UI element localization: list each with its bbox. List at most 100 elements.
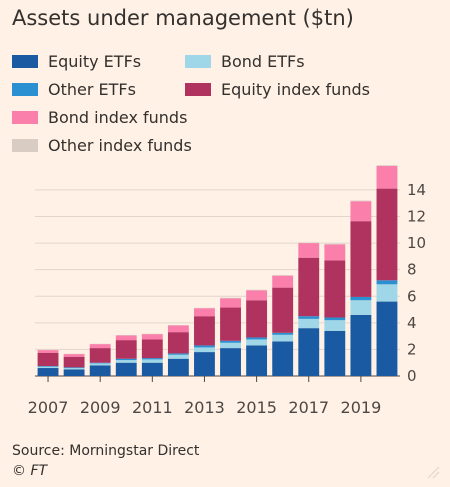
bar-segment-bond-index-funds (141, 334, 163, 340)
bar-segment-equity-index-funds (194, 316, 215, 346)
legend-label: Other index funds (48, 136, 192, 155)
bar-segment-equity-index-funds (376, 188, 398, 281)
y-tick-label: 0 (407, 367, 417, 385)
bar-segment-equity-index-funds (115, 340, 137, 359)
bar-segment-bond-index-funds (376, 166, 398, 189)
bar-segment-equity-index-funds (37, 352, 59, 367)
bar-segment-bond-index-funds (89, 344, 111, 349)
bar-segment-bond-etfs (115, 360, 137, 363)
legend-item-equity-etfs: Equity ETFs (12, 52, 141, 71)
bar-segment-other-etfs (194, 345, 215, 348)
bar-segment-bond-etfs (167, 354, 189, 359)
bar-segment-bond-index-funds (350, 201, 372, 222)
legend-swatch-other-index-funds (12, 139, 38, 152)
bar-segment-other-etfs (324, 317, 346, 321)
bar-segment-equity-etfs (220, 348, 241, 376)
legend-swatch-bond-etfs (185, 55, 211, 68)
bar-segment-other-etfs (141, 358, 163, 360)
bar-segment-bond-index-funds (272, 275, 294, 288)
bar-segment-bond-index-funds (167, 325, 189, 333)
bar-segment-bond-etfs (37, 366, 59, 369)
bar-segment-equity-index-funds (63, 356, 85, 368)
bar-segment-equity-etfs (376, 301, 398, 376)
x-tick-label: 2007 (28, 398, 69, 417)
bar-segment-other-index-funds (272, 275, 294, 276)
bar-segment-other-etfs (37, 366, 59, 367)
bar-segment-equity-index-funds (272, 287, 294, 333)
bar-segment-other-etfs (63, 367, 85, 369)
legend-label: Equity ETFs (48, 52, 142, 71)
y-tick-label: 10 (407, 234, 426, 252)
x-tick-label: 2013 (184, 398, 225, 417)
bar-segment-equity-index-funds (350, 221, 372, 297)
bar-segment-equity-etfs (324, 330, 346, 376)
legend-label: Bond ETFs (221, 52, 305, 71)
bar-segment-other-index-funds (350, 200, 372, 202)
bar-segment-other-index-funds (324, 243, 346, 245)
bar-segment-other-etfs (220, 340, 241, 343)
bar-segment-equity-index-funds (220, 307, 241, 341)
bar-segment-other-index-funds (220, 297, 241, 299)
bar-segment-equity-etfs (89, 365, 111, 376)
bar-segment-other-etfs (376, 280, 398, 285)
y-tick-label: 14 (407, 181, 426, 199)
legend-swatch-other-etfs (12, 83, 38, 96)
bar-segment-equity-index-funds (246, 300, 268, 338)
bar-segment-equity-index-funds (89, 348, 111, 363)
y-tick-label: 6 (407, 287, 417, 305)
bar-segment-equity-etfs (167, 358, 189, 376)
bar-segment-bond-index-funds (63, 354, 85, 357)
x-tick-label: 2011 (132, 398, 173, 417)
bar-segment-bond-etfs (272, 334, 294, 342)
bar-segment-other-etfs (167, 353, 189, 355)
legend-label: Equity index funds (221, 80, 370, 99)
ft-credit: © FT (12, 463, 48, 479)
legend-item-bond-index-funds: Bond index funds (12, 108, 187, 127)
bar-segment-bond-etfs (63, 368, 85, 370)
bar-segment-bond-etfs (220, 342, 241, 349)
bar-segment-bond-index-funds (37, 350, 59, 353)
bar-segment-bond-etfs (89, 363, 111, 366)
bar-segment-bond-index-funds (115, 335, 137, 341)
y-tick-label: 8 (407, 261, 417, 279)
x-tick-label: 2017 (288, 398, 329, 417)
y-tick-label: 12 (407, 208, 426, 226)
bar-segment-bond-index-funds (246, 290, 268, 301)
bar-segment-equity-etfs (141, 362, 163, 376)
bar-segment-bond-etfs (194, 347, 215, 353)
bar-segment-other-etfs (298, 316, 320, 319)
bar-segment-equity-index-funds (167, 332, 189, 354)
bar-segment-bond-etfs (350, 300, 372, 315)
legend-item-other-etfs: Other ETFs (12, 80, 136, 99)
legend-swatch-equity-index-funds (185, 83, 211, 96)
source-note: Source: Morningstar Direct (12, 443, 200, 459)
bar-segment-bond-index-funds (220, 298, 241, 308)
bar-segment-other-index-funds (298, 242, 320, 244)
y-tick-label: 2 (407, 340, 417, 358)
bar-segment-equity-etfs (63, 369, 85, 376)
bar-segment-other-index-funds (246, 289, 268, 291)
bar-segment-other-etfs (246, 337, 268, 340)
legend-item-bond-etfs: Bond ETFs (185, 52, 305, 71)
bar-segment-equity-etfs (298, 328, 320, 376)
legend-label: Other ETFs (48, 80, 136, 99)
bar-segment-bond-index-funds (194, 308, 215, 317)
bar-segment-bond-index-funds (298, 243, 320, 258)
chart-title: Assets under management ($tn) (12, 6, 354, 30)
bar-segment-bond-etfs (376, 284, 398, 302)
bar-segment-bond-etfs (298, 318, 320, 329)
bar-segment-other-etfs (350, 296, 372, 301)
bar-segment-equity-etfs (350, 314, 372, 376)
x-tick-label: 2019 (341, 398, 382, 417)
legend-item-other-index-funds: Other index funds (12, 136, 192, 155)
stacked-bar-chart: 0 2 4 6 8 10 12 14 2007 2009 2011 2013 2015 2017 2019 (28, 165, 426, 417)
legend-swatch-bond-index-funds (12, 111, 38, 124)
y-tick-label: 4 (407, 314, 417, 332)
x-tick-label: 2009 (80, 398, 121, 417)
bar-segment-bond-etfs (141, 359, 163, 363)
bar-segment-other-etfs (89, 362, 111, 364)
legend-label: Bond index funds (48, 108, 188, 127)
bar-segment-other-etfs (115, 358, 137, 361)
bar-segment-equity-index-funds (298, 257, 320, 317)
bar-segment-other-index-funds (376, 165, 398, 167)
